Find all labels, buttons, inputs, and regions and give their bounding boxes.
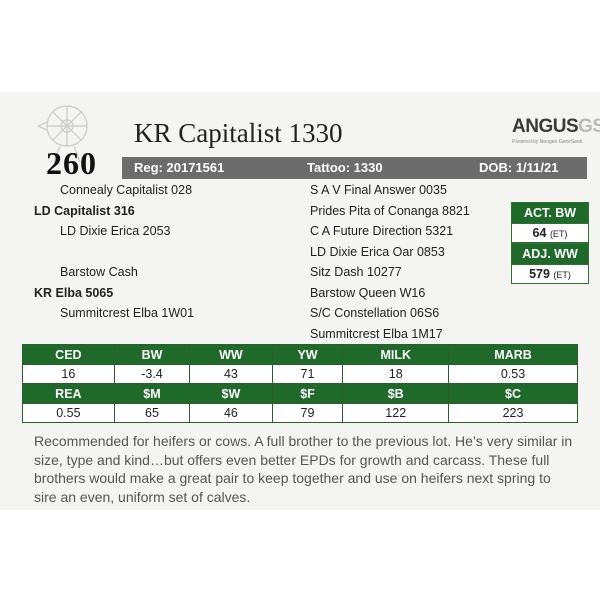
index-header: $M (113, 383, 191, 404)
epd-value: -3.4 (113, 364, 191, 384)
sire-sire: Connealy Capitalist 028 (60, 183, 193, 197)
epd-value: 0.53 (448, 364, 578, 384)
pedigree-line: Sitz Dash 10277 (310, 265, 402, 279)
epd-table: CED BW WW YW MILK MARB 16 -3.4 43 71 18 … (22, 344, 578, 423)
adjusted-weaning-weight-box: ADJ. WW 579 (ET) (511, 243, 589, 284)
animal-name: KR Capitalist 1330 (134, 118, 343, 148)
act-bw-label: ACT. BW (512, 203, 588, 223)
pedigree-line: Barstow Queen W16 (310, 286, 426, 300)
epd-value: 18 (342, 364, 450, 384)
adj-ww-label: ADJ. WW (512, 244, 588, 264)
pedigree-line: Prides Pita of Conanga 8821 (310, 204, 470, 218)
tattoo: Tattoo: 1330 (307, 160, 383, 175)
pedigree-line: Summitcrest Elba 1M17 (310, 327, 443, 341)
index-value-row: 0.55 65 46 79 122 223 (22, 403, 578, 423)
epd-value: 43 (189, 364, 273, 384)
registration-number: Reg: 20171561 (134, 160, 225, 175)
act-bw-value-cell: 64 (ET) (512, 223, 588, 242)
adj-ww-value-cell: 579 (ET) (512, 264, 588, 283)
epd-header: CED (22, 344, 115, 365)
dam: KR Elba 5065 (34, 286, 114, 300)
index-value: 65 (113, 403, 191, 423)
adj-ww-unit: (ET) (553, 270, 571, 280)
pedigree-line: S A V Final Answer 0035 (310, 183, 447, 197)
epd-header: MILK (342, 344, 450, 365)
info-bar: Reg: 20171561 Tattoo: 1330 DOB: 1/11/21 (122, 157, 587, 179)
act-bw-value: 64 (532, 226, 547, 240)
logo-text-main: ANGUS (512, 116, 579, 137)
index-header: $W (189, 383, 273, 404)
date-of-birth: DOB: 1/11/21 (479, 160, 559, 175)
epd-header: YW (271, 344, 344, 365)
index-header: $B (342, 383, 450, 404)
act-bw-unit: (ET) (549, 229, 568, 239)
sire-dam: LD Dixie Erica 2053 (60, 224, 171, 238)
epd-header: MARB (448, 344, 578, 365)
index-value: 79 (271, 403, 344, 423)
index-value: 46 (189, 403, 273, 423)
lot-description: Recommended for heifers or cows. A full … (34, 433, 573, 505)
epd-value: 71 (271, 364, 344, 384)
index-header: $F (271, 383, 344, 404)
sire: LD Capitalist 316 (34, 204, 135, 218)
adj-ww-value: 579 (529, 267, 550, 281)
pedigree-line: S/C Constellation 06S6 (310, 306, 440, 320)
windmill-icon (37, 105, 88, 162)
index-value: 0.55 (22, 403, 115, 423)
angus-gs-logo: ANGUSGS (512, 116, 600, 138)
epd-value-row: 16 -3.4 43 71 18 0.53 (22, 364, 578, 384)
epd-value: 16 (22, 364, 115, 384)
dam-dam: Summitcrest Elba 1W01 (60, 306, 195, 320)
index-value: 223 (448, 403, 578, 423)
epd-header: BW (113, 344, 191, 365)
index-value: 122 (342, 403, 450, 423)
index-header: $C (448, 383, 578, 404)
index-header: REA (22, 383, 115, 404)
pedigree-line: LD Dixie Erica Oar 0853 (310, 245, 445, 259)
lot-number: 260 (46, 145, 97, 181)
pedigree-line: C A Future Direction 5321 (310, 224, 454, 238)
logo-tagline: Powered by Neogen GeneSeek (512, 139, 583, 145)
dam-sire: Barstow Cash (60, 265, 138, 279)
logo-text-suffix: GS (578, 116, 600, 137)
epd-header-row: CED BW WW YW MILK MARB (22, 344, 578, 365)
epd-header: WW (189, 344, 273, 365)
actual-birth-weight-box: ACT. BW 64 (ET) (511, 202, 589, 243)
index-header-row: REA $M $W $F $B $C (22, 383, 578, 404)
